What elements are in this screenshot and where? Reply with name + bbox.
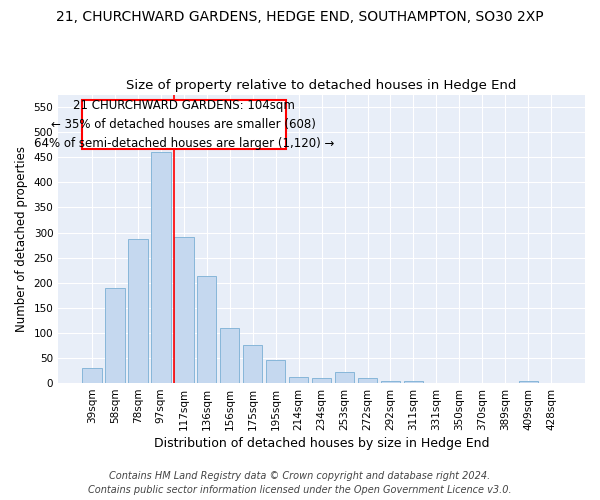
Bar	[105, 288, 125, 383]
Text: Contains HM Land Registry data © Crown copyright and database right 2024.
Contai: Contains HM Land Registry data © Crown c…	[88, 471, 512, 495]
Bar	[358, 378, 377, 383]
Bar	[289, 376, 308, 383]
Bar	[128, 239, 148, 383]
FancyBboxPatch shape	[82, 100, 286, 148]
Y-axis label: Number of detached properties: Number of detached properties	[15, 146, 28, 332]
Bar	[312, 378, 331, 383]
Bar	[243, 346, 262, 383]
Bar	[220, 328, 239, 383]
Title: Size of property relative to detached houses in Hedge End: Size of property relative to detached ho…	[127, 79, 517, 92]
Bar	[197, 276, 217, 383]
Text: 21, CHURCHWARD GARDENS, HEDGE END, SOUTHAMPTON, SO30 2XP: 21, CHURCHWARD GARDENS, HEDGE END, SOUTH…	[56, 10, 544, 24]
Bar	[518, 380, 538, 383]
Bar	[174, 236, 194, 383]
Bar	[151, 152, 170, 383]
Bar	[82, 368, 101, 383]
Bar	[266, 360, 286, 383]
Bar	[381, 380, 400, 383]
Bar	[404, 380, 423, 383]
Bar	[335, 372, 355, 383]
X-axis label: Distribution of detached houses by size in Hedge End: Distribution of detached houses by size …	[154, 437, 490, 450]
Text: 21 CHURCHWARD GARDENS: 104sqm
← 35% of detached houses are smaller (608)
64% of : 21 CHURCHWARD GARDENS: 104sqm ← 35% of d…	[34, 98, 334, 150]
